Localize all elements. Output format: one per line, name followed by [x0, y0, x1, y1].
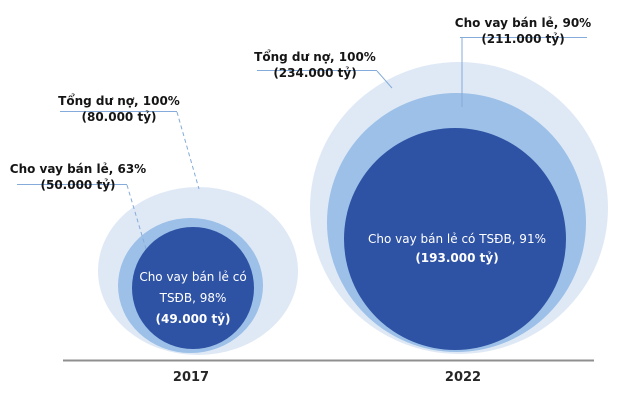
callout-2017-total-line2: (80.000 tỷ) — [81, 110, 157, 124]
inner-label-2022-line2: (193.000 tỷ) — [415, 251, 499, 265]
bubble-2022-secured — [344, 128, 566, 350]
inner-label-2022: Cho vay bán lẻ có TSĐB, 91% (193.000 tỷ) — [347, 230, 567, 268]
callout-2017-retail: Cho vay bán lẻ, 63% (50.000 tỷ) — [0, 161, 158, 193]
callout-2022-total-line1: Tổng dư nợ, 100% — [254, 50, 376, 64]
inner-label-2022-line1: Cho vay bán lẻ có TSĐB, 91% — [368, 232, 546, 246]
callout-2017-total-line1: Tổng dư nợ, 100% — [58, 94, 180, 108]
callout-2022-total-line2: (234.000 tỷ) — [273, 66, 357, 80]
inner-label-2017-line3: (49.000 tỷ) — [155, 312, 231, 326]
leader-2022-total — [376, 70, 393, 89]
callout-2017-retail-line2: (50.000 tỷ) — [40, 178, 116, 192]
callout-2022-retail-line2: (211.000 tỷ) — [481, 32, 565, 46]
inner-label-2017-line1: Cho vay bán lẻ có — [139, 270, 247, 284]
callout-2022-retail: Cho vay bán lẻ, 90% (211.000 tỷ) — [443, 15, 603, 47]
callout-2022-retail-line1: Cho vay bán lẻ, 90% — [454, 16, 592, 30]
callout-2017-total: Tổng dư nợ, 100% (80.000 tỷ) — [39, 93, 199, 125]
inner-label-2017-line2: TSĐB, 98% — [159, 291, 227, 305]
axis-label-2022: 2022 — [444, 370, 482, 385]
inner-label-2017: Cho vay bán lẻ có TSĐB, 98% (49.000 tỷ) — [113, 267, 273, 330]
axis-baseline — [63, 359, 594, 362]
callout-2017-retail-line1: Cho vay bán lẻ, 63% — [9, 162, 147, 176]
bubble-2017-secured — [132, 227, 254, 349]
leader-2017-total — [176, 111, 200, 190]
axis-label-2017: 2017 — [172, 370, 210, 385]
callout-2022-total: Tổng dư nợ, 100% (234.000 tỷ) — [235, 49, 395, 81]
